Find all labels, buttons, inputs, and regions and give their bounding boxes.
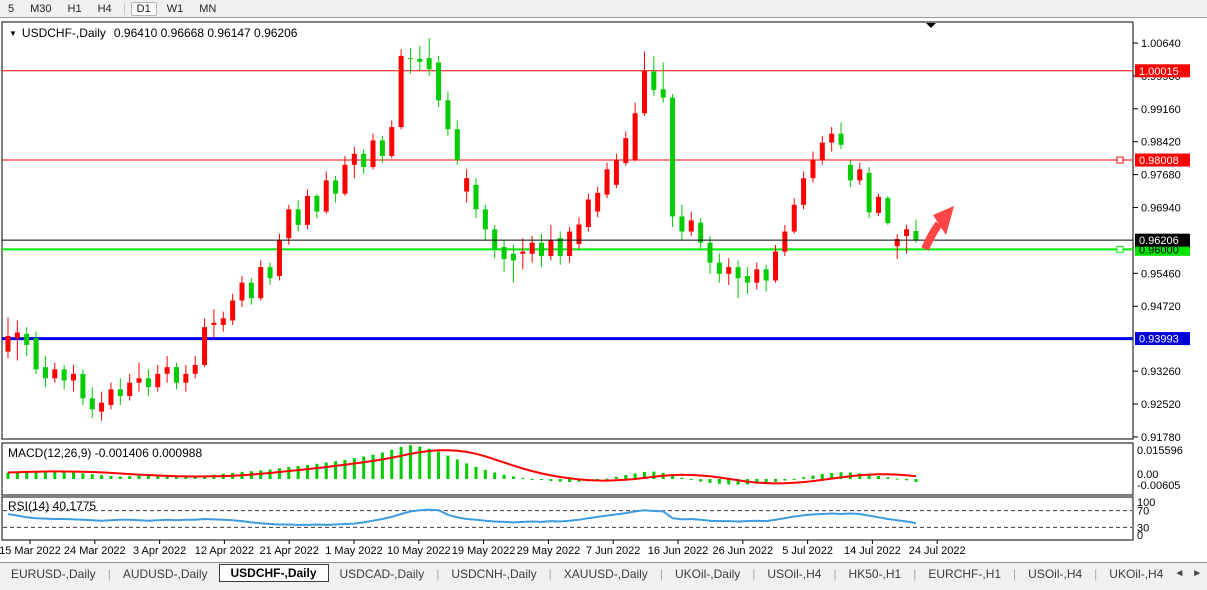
timeframe-button-w1[interactable]: W1 (166, 2, 184, 15)
svg-text:15 Mar 2022: 15 Mar 2022 (0, 545, 61, 557)
timeframe-button-m30[interactable]: M30 (30, 2, 52, 15)
panel-frame (1, 496, 1134, 541)
tab-separator: | (659, 566, 663, 581)
macd-label: MACD(12,26,9) -0.001406 0.000988 (8, 446, 203, 460)
date-axis: 15 Mar 2022 24 Mar 2022 3 Apr 2022 12 Apr 2… (0, 540, 966, 557)
timeframe-toolbar: 5 M30 H1 H4 D1 W1 MN (0, 0, 1207, 18)
svg-text:12 Apr 2022: 12 Apr 2022 (195, 545, 254, 557)
macd-indicator (6, 445, 918, 485)
svg-text:29 May 2022: 29 May 2022 (517, 545, 581, 557)
tab-scroll-right-icon[interactable]: ► (1192, 568, 1203, 579)
rsi-label: RSI(14) 40.1775 (8, 499, 97, 513)
svg-text:3 Apr 2022: 3 Apr 2022 (133, 545, 186, 557)
svg-text:14 Jul 2022: 14 Jul 2022 (844, 545, 901, 557)
tab-eurchf-h1[interactable]: EURCHF-,H1 (928, 566, 1002, 581)
candlestick-series (5, 38, 919, 421)
svg-text:0.91780: 0.91780 (1141, 432, 1181, 444)
svg-text:-0.00605: -0.00605 (1137, 480, 1180, 492)
svg-text:1.00640: 1.00640 (1141, 38, 1181, 50)
timeframe-button-h1[interactable]: H1 (67, 2, 82, 15)
svg-text:0.015596: 0.015596 (1137, 445, 1183, 457)
svg-text:100: 100 (1137, 497, 1155, 509)
svg-text:0.96206: 0.96206 (1139, 235, 1179, 247)
svg-text:0.93260: 0.93260 (1141, 366, 1181, 378)
symbol-dropdown-icon[interactable]: ▼ (9, 28, 17, 38)
tab-usdcad-daily[interactable]: USDCAD-,Daily (339, 566, 425, 581)
price-axis: 1.006400.999000.991600.984200.976800.969… (1133, 38, 1183, 542)
svg-text:0.95460: 0.95460 (1141, 268, 1181, 280)
arrow-annotation-icon[interactable] (921, 206, 954, 251)
svg-text:0.98008: 0.98008 (1139, 155, 1179, 167)
timeframe-button-mn[interactable]: MN (199, 2, 217, 15)
tab-audusd-daily[interactable]: AUDUSD-,Daily (122, 566, 208, 581)
svg-text:0.92520: 0.92520 (1141, 399, 1181, 411)
tab-xauusd-daily[interactable]: XAUUSD-,Daily (563, 566, 648, 581)
svg-text:0.98420: 0.98420 (1141, 137, 1181, 149)
svg-text:26 Jun 2022: 26 Jun 2022 (713, 545, 774, 557)
tab-usdcnh-daily[interactable]: USDCNH-,Daily (451, 566, 537, 581)
horizontal-lines[interactable] (2, 70, 1133, 341)
chart-tab-bar: EURUSD-,Daily | AUDUSD-,Daily USDCHF-,Daily… (0, 562, 1207, 584)
price-line-labels: 1.00015 0.98008 0.96000 0.93993 0.96206 (1135, 64, 1190, 346)
svg-text:0.96940: 0.96940 (1141, 203, 1181, 215)
svg-text:19 May 2022: 19 May 2022 (452, 545, 516, 557)
svg-text:30: 30 (1137, 522, 1149, 534)
toolbar-separator (123, 2, 125, 15)
svg-text:0.97680: 0.97680 (1141, 170, 1181, 182)
tab-separator: | (436, 566, 440, 581)
tab-usoil-h4[interactable]: USOil-,H4 (1028, 566, 1083, 581)
svg-text:1 May 2022: 1 May 2022 (325, 545, 382, 557)
svg-text:0.99160: 0.99160 (1141, 104, 1181, 116)
chart-title[interactable]: ▼ USDCHF-,Daily 0.96410 0.96668 0.96147 … (9, 26, 297, 40)
panel-frame (1, 442, 1134, 496)
svg-text:0.93993: 0.93993 (1139, 334, 1179, 346)
tab-ukoil-daily[interactable]: UKOil-,Daily (674, 566, 741, 581)
tab-separator: | (548, 566, 552, 581)
chart-symbol-label: USDCHF-,Daily (21, 26, 106, 40)
svg-text:21 Apr 2022: 21 Apr 2022 (260, 545, 319, 557)
tab-separator: | (833, 566, 837, 581)
hline-handle[interactable] (1116, 156, 1124, 164)
tab-usoil-h4[interactable]: USOil-,H4 (767, 566, 822, 581)
tab-separator: | (752, 566, 756, 581)
tab-usdchf-daily[interactable]: USDCHF-,Daily (218, 563, 329, 582)
timeframe-button-d1[interactable]: D1 (130, 1, 157, 16)
svg-text:1.00015: 1.00015 (1139, 66, 1179, 78)
svg-text:0.96000: 0.96000 (1139, 244, 1179, 256)
svg-text:5 Jul 2022: 5 Jul 2022 (782, 545, 833, 557)
svg-text:10 May 2022: 10 May 2022 (387, 545, 451, 557)
status-strip (0, 584, 1207, 590)
tab-separator: | (107, 566, 111, 581)
tab-separator: | (1094, 566, 1098, 581)
svg-text:0: 0 (1137, 530, 1143, 542)
rsi-indicator (3, 508, 1132, 528)
timeframe-button-5[interactable]: 5 (8, 2, 15, 15)
chart-shift-marker-icon[interactable] (926, 23, 936, 28)
chart-ohlc-values: 0.96410 0.96668 0.96147 0.96206 (113, 26, 298, 40)
hline-handle[interactable] (1116, 245, 1124, 253)
svg-text:16 Jun 2022: 16 Jun 2022 (648, 545, 709, 557)
svg-text:0.00: 0.00 (1137, 469, 1158, 481)
svg-text:24 Mar 2022: 24 Mar 2022 (64, 545, 126, 557)
svg-text:24 Jul 2022: 24 Jul 2022 (909, 545, 966, 557)
svg-text:70: 70 (1137, 506, 1149, 518)
price-chart[interactable]: 1.006400.999000.991600.984200.976800.969… (0, 17, 1207, 562)
timeframe-button-h4[interactable]: H4 (97, 2, 112, 15)
panel-frame (1, 21, 1134, 440)
svg-text:0.94720: 0.94720 (1141, 301, 1181, 313)
tab-scroll-left-icon[interactable]: ◄ (1174, 568, 1185, 579)
tab-eurusd-daily[interactable]: EURUSD-,Daily (11, 566, 96, 581)
tab-separator: | (913, 566, 917, 581)
tab-ukoil-h4[interactable]: UKOil-,H4 (1109, 566, 1164, 581)
tab-separator: | (1013, 566, 1017, 581)
svg-text:7 Jun 2022: 7 Jun 2022 (586, 545, 640, 557)
tab-hk50-h1[interactable]: HK50-,H1 (848, 566, 902, 581)
